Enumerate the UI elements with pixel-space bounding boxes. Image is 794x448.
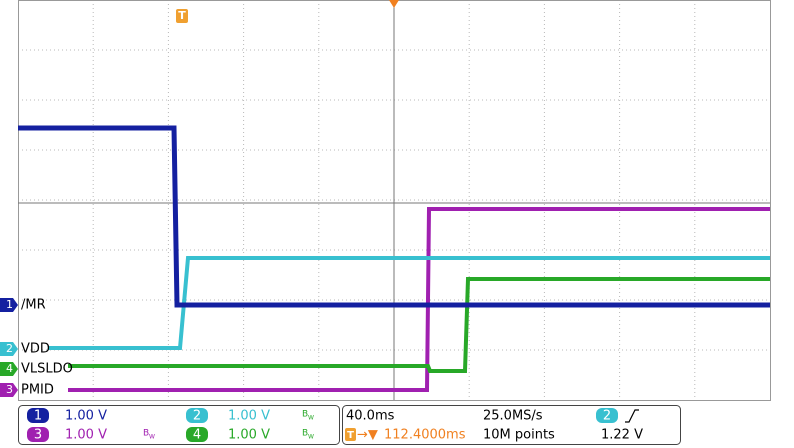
badge-ch2 — [186, 408, 208, 423]
bw-main: B — [302, 429, 308, 439]
time-scale: 40.0ms — [346, 409, 395, 424]
badge-ch1 — [27, 408, 49, 423]
trace-ch1 — [18, 125, 770, 308]
trigger-marker-text: T — [178, 9, 186, 22]
channel-scale: 1.00 V — [228, 409, 270, 424]
flag-number: 1 — [6, 298, 13, 311]
flag-ch1 — [0, 298, 18, 312]
badge-ch4 — [186, 427, 208, 442]
trigger-source: 2 — [603, 409, 611, 424]
badge-number: 2 — [193, 409, 201, 424]
trace-ch3 — [68, 207, 770, 392]
channel-label: /MR — [21, 298, 46, 313]
trace-ch4 — [68, 277, 770, 373]
channel-flags: 1 /MR 2 VDD 4 VLSLDO 3 PMID — [0, 298, 73, 398]
channel-scale: 1.00 V — [65, 409, 107, 424]
channel-label: VDD — [21, 342, 50, 357]
bw-sub: W — [149, 434, 155, 441]
bw-main: B — [302, 410, 308, 420]
badge-number: 3 — [34, 428, 42, 443]
flag-number: 2 — [6, 342, 13, 355]
readout-box — [18, 405, 340, 445]
trigger-arrow: →▼ — [357, 428, 378, 443]
sample-rate: 25.0MS/s — [483, 409, 543, 424]
channel-label: VLSLDO — [21, 362, 73, 377]
bw-sub: W — [308, 434, 314, 441]
badge-ch3 — [27, 427, 49, 442]
trigger-pos-icon-text: T — [347, 430, 354, 441]
trigger-pos-icon — [345, 428, 356, 441]
badge-number: 1 — [34, 409, 42, 424]
timebase-readout: 40.0ms 25.0MS/s 2 T →▼ 112.4000ms 10M po… — [342, 405, 681, 445]
trigger-pos-marker — [176, 9, 188, 23]
record-length: 10M points — [483, 428, 555, 443]
flag-ch4 — [0, 362, 18, 376]
bw-sub: W — [308, 415, 314, 422]
channel-scale: 1.00 V — [228, 428, 270, 443]
trigger-position: 112.4000ms — [384, 428, 466, 443]
trigger-source-badge — [596, 408, 618, 423]
flag-ch3 — [0, 383, 18, 397]
badge-number: 4 — [193, 428, 201, 443]
channel-scale: 1.00 V — [65, 428, 107, 443]
flag-number: 3 — [6, 383, 13, 396]
expansion-marker — [389, 0, 399, 8]
bw-main: B — [143, 429, 149, 439]
channel-label: PMID — [21, 383, 54, 398]
slope-icon — [625, 409, 639, 423]
flag-ch2 — [0, 342, 18, 356]
flag-number: 4 — [6, 362, 13, 375]
channel-readout: 1 1.00 V 2 1.00 V B W 3 1.00 V B W 4 1.0… — [18, 405, 340, 445]
trigger-level: 1.22 V — [601, 428, 643, 443]
